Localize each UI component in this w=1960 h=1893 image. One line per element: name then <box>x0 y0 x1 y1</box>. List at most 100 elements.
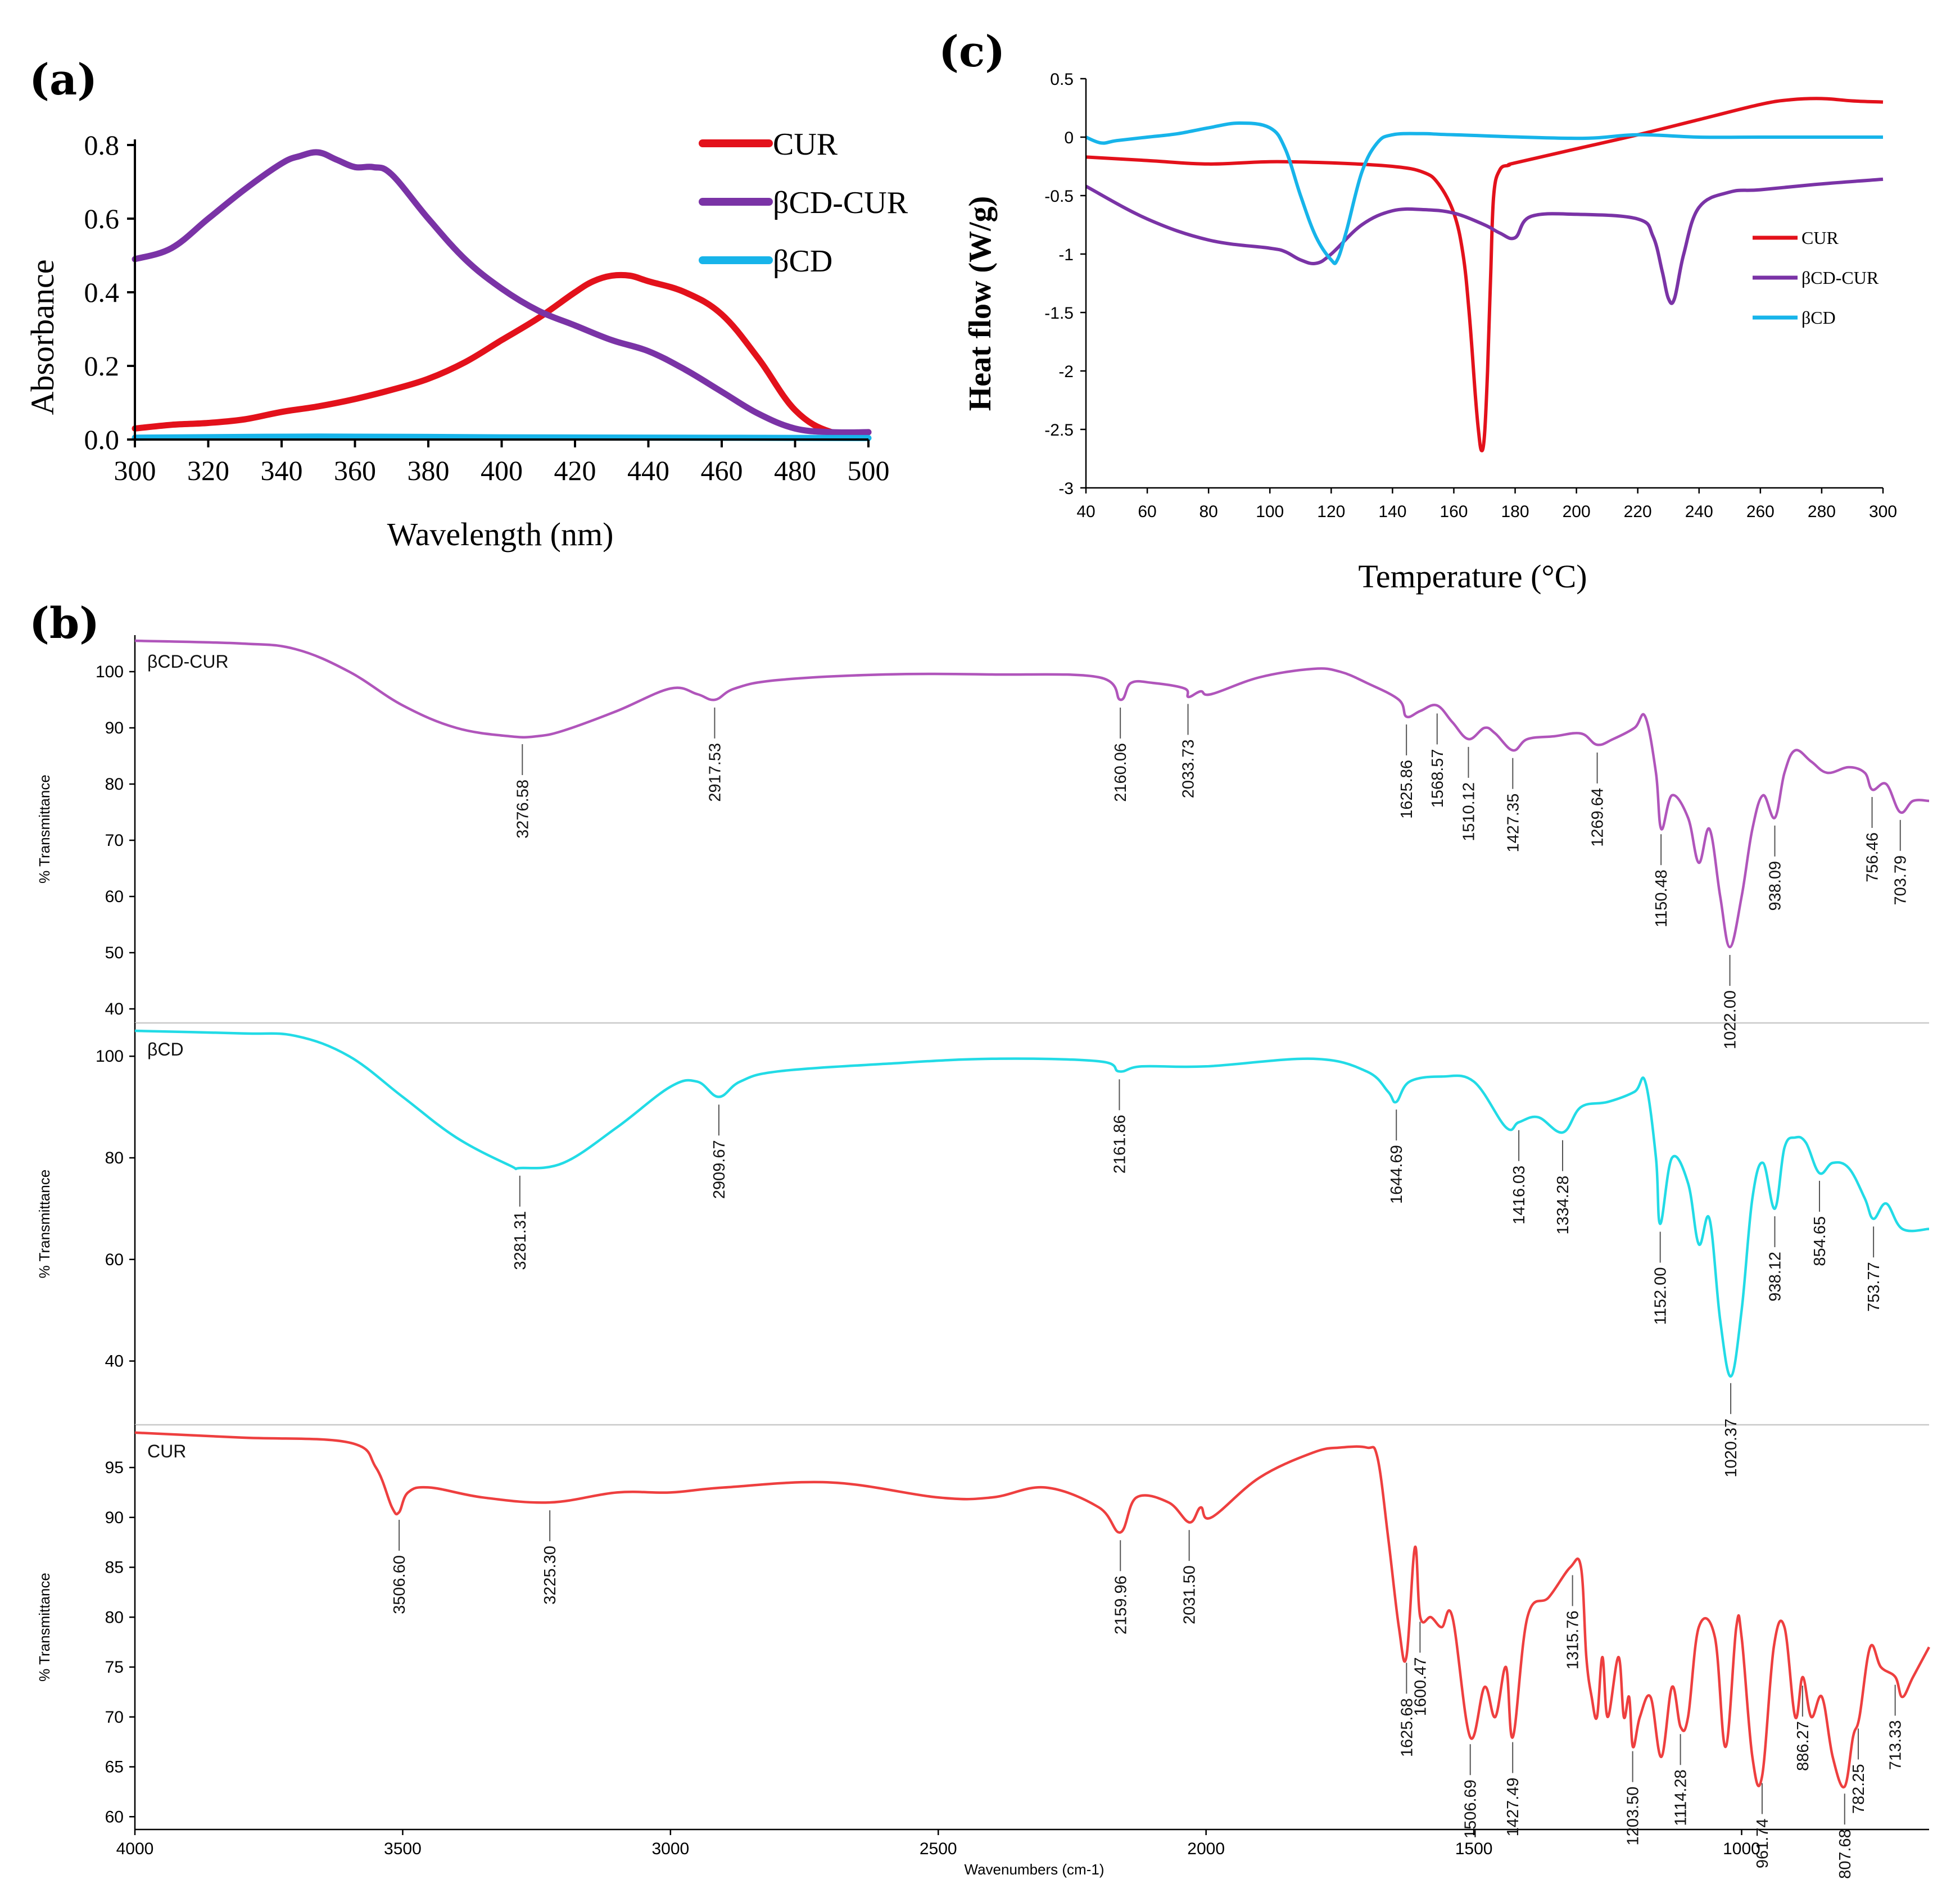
panel-b-x-tick-label: 2000 <box>1187 1840 1225 1858</box>
panel-b-peak-label: 2917.53 <box>706 743 724 802</box>
panel-c-x-tick-label: 280 <box>1808 502 1836 521</box>
panel-c-y-tick-label: -1 <box>1058 246 1074 264</box>
panel-b-trace <box>134 1431 1930 1789</box>
panel-a-x-tick-label: 480 <box>774 455 816 486</box>
panel-c-x-tick-label: 260 <box>1746 502 1775 521</box>
panel-b-peak-label: 1022.00 <box>1722 990 1740 1049</box>
panel-b-peak-label: 1114.28 <box>1672 1769 1690 1826</box>
panel-c-x-tick-label: 80 <box>1199 502 1217 521</box>
panel-b-spectrum-cur: 60 65 70 75 80 85 90 95 % Transmittance CUR 3506.6… <box>36 1425 1930 1879</box>
panel-b-peak-label: 703.79 <box>1892 855 1910 905</box>
panel-b-x-tick-label: 2500 <box>920 1840 957 1858</box>
panel-b-peak-label: 1416.03 <box>1510 1166 1528 1225</box>
panel-c-series-betacd <box>1085 121 1883 265</box>
panel-b-x-tick-label: 1000 <box>1723 1840 1760 1858</box>
panel-b-peak-label: 782.25 <box>1850 1764 1868 1814</box>
panel-a-x-tick-label: 500 <box>848 455 890 486</box>
panel-b-peak-label: 3276.58 <box>514 780 532 839</box>
panel-a-legend-label: βCD-CUR <box>773 185 908 220</box>
panel-b-series-name: βCD-CUR <box>147 651 229 672</box>
panel-b-peak-label: 886.27 <box>1794 1721 1812 1771</box>
panel-b-x-tick-label: 1500 <box>1455 1840 1493 1858</box>
panel-a-legend-label: βCD <box>773 244 832 279</box>
panel-b-ylabel: % Transmittance <box>36 1170 53 1279</box>
panel-b-y-tick-label: 80 <box>105 1149 124 1167</box>
panel-a-ylabel: Absorbance <box>24 259 61 415</box>
panel-c-x-tick-label: 180 <box>1501 502 1529 521</box>
panel-b-peak-label: 2909.67 <box>710 1140 728 1199</box>
panel-b-peak-label: 2160.06 <box>1112 743 1130 802</box>
panel-c-x-tick-label: 60 <box>1138 502 1156 521</box>
panel-b-peak-label: 753.77 <box>1865 1262 1883 1312</box>
panel-b-y-tick-label: 60 <box>105 1251 124 1269</box>
panel-b-peak-label: 3225.30 <box>541 1546 559 1605</box>
panel-b-peak-label: 961.74 <box>1754 1819 1772 1869</box>
panel-b-trace <box>134 1029 1930 1378</box>
panel-b-peak-label: 713.33 <box>1887 1720 1905 1770</box>
panel-c-ylabel: Heat flow (W/g) <box>963 196 998 411</box>
panel-a-x-tick-label: 400 <box>481 455 523 486</box>
panel-c-x-tick-label: 140 <box>1378 502 1406 521</box>
panel-b-ftir: (b) 40 50 60 70 80 90 100 % Transmittance βCD-CU… <box>29 598 1930 1879</box>
panel-a-series-cur <box>132 271 872 437</box>
panel-b-y-tick-label: 80 <box>105 775 124 794</box>
panel-b-peak-label: 1334.28 <box>1554 1176 1572 1235</box>
panel-b-x-tick-label: 3500 <box>384 1840 422 1858</box>
panel-c-legend-label: βCD <box>1801 307 1836 328</box>
panel-b-peak-label: 854.65 <box>1811 1216 1829 1266</box>
panel-b-y-tick-label: 90 <box>105 719 124 737</box>
panel-a-legend: CUR βCD-CUR βCD <box>699 127 908 279</box>
panel-b-peak-label: 2031.50 <box>1181 1565 1199 1624</box>
panel-b-y-tick-label: 65 <box>105 1758 124 1777</box>
panel-c-y-tick-label: 0.5 <box>1050 70 1074 89</box>
panel-a-xlabel: Wavelength (nm) <box>387 516 614 552</box>
panel-a-x-tick-label: 440 <box>627 455 669 486</box>
panel-b-y-tick-label: 60 <box>105 1808 124 1826</box>
panel-b-series-name: CUR <box>147 1441 186 1461</box>
panel-b-peak-label: 1568.57 <box>1429 749 1447 808</box>
panel-b-ylabel: % Transmittance <box>36 775 53 884</box>
panel-c-x-tick-label: 120 <box>1317 502 1345 521</box>
panel-b-spectrum-betacd-cur: 40 50 60 70 80 90 100 % Transmittance βCD-CUR 327… <box>36 635 1930 1049</box>
panel-b-peak-label: 756.46 <box>1864 832 1882 882</box>
panel-b-peak-label: 1600.47 <box>1411 1657 1429 1716</box>
panel-a-y-tick-label: 0.2 <box>84 350 120 382</box>
panel-b-peak-label: 1510.12 <box>1460 782 1478 841</box>
panel-b-peak-label: 1150.48 <box>1653 869 1671 927</box>
panel-b-y-tick-label: 90 <box>105 1509 124 1527</box>
panel-b-peak-label: 1269.64 <box>1589 788 1607 847</box>
panel-c-y-tick-label: -3 <box>1058 479 1074 498</box>
panel-b-peak-label: 1625.68 <box>1398 1698 1416 1757</box>
panel-b-ylabel: % Transmittance <box>36 1573 53 1682</box>
panel-c-label: (c) <box>939 26 1005 76</box>
panel-b-peak-label: 1020.37 <box>1722 1419 1740 1478</box>
panel-a-series-betacd <box>132 433 872 441</box>
panel-b-spectrum-betacd: 40 60 80 100 % Transmittance βCD 3281.31 2909.6… <box>36 1023 1930 1478</box>
panel-c-y-tick-label: -1.5 <box>1044 304 1074 323</box>
panel-b-y-tick-label: 40 <box>105 1000 124 1018</box>
panel-a-x-tick-label: 460 <box>701 455 743 486</box>
panel-c-y-tick-label: 0 <box>1064 129 1074 147</box>
panel-b-peak-label: 1315.76 <box>1564 1611 1582 1670</box>
panel-a-y-tick-label: 0.0 <box>84 424 120 455</box>
panel-a-x-tick-label: 340 <box>261 455 303 486</box>
panel-a-x-tick-label: 300 <box>114 455 156 486</box>
panel-c-xlabel: Temperature (°C) <box>1358 558 1587 595</box>
panel-b-peak-label: 1203.50 <box>1624 1787 1642 1846</box>
panel-c-series-cur <box>1085 97 1884 452</box>
panel-c-x-tick-label: 300 <box>1869 502 1897 521</box>
panel-b-peak-label: 938.12 <box>1766 1252 1784 1302</box>
panel-c-y-tick-label: -2 <box>1058 363 1074 381</box>
panel-c-y-tick-label: -2.5 <box>1044 421 1074 440</box>
panel-b-trace <box>134 639 1930 949</box>
panel-c-dsc: (c) Heat flow (W/g) Temperature (°C) 40 6… <box>939 26 1897 595</box>
panel-b-y-tick-label: 80 <box>105 1608 124 1627</box>
panel-b-y-tick-label: 100 <box>96 1047 124 1066</box>
panel-b-peak-label: 1152.00 <box>1652 1267 1670 1325</box>
panel-b-peak-label: 1506.69 <box>1462 1779 1480 1838</box>
panel-b-peak-label: 1644.69 <box>1388 1145 1406 1204</box>
panel-a-x-tick-label: 420 <box>554 455 596 486</box>
panel-b-peak-label: 2033.73 <box>1180 739 1198 798</box>
panel-b-peak-label: 3506.60 <box>391 1555 409 1614</box>
